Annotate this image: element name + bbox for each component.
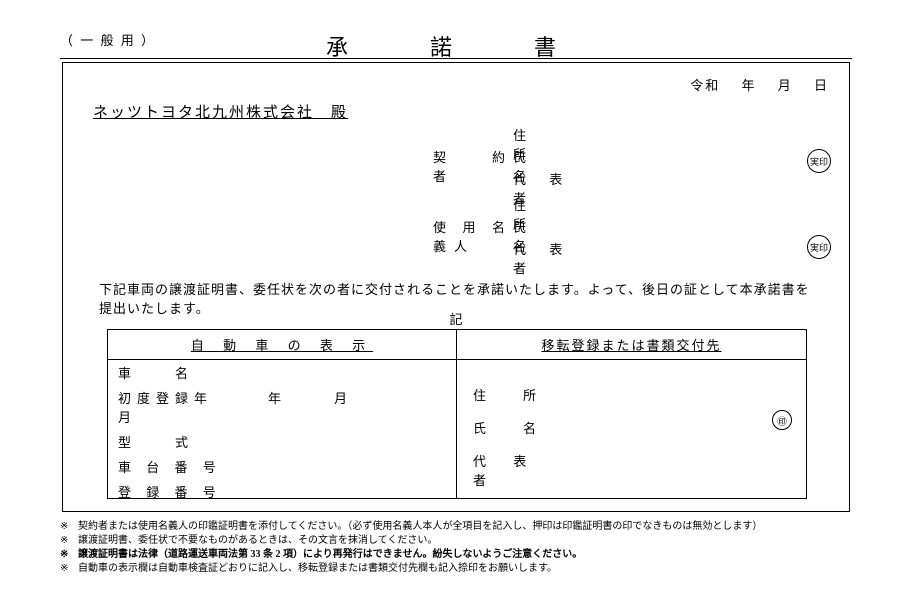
user-block: 住 所 使用名義人 氏 名 代 表 者 [433,203,583,269]
month-label: 月 [778,78,793,93]
row-model: 型 式 [118,432,228,451]
row-first-reg-ym: 年 月 [268,388,446,426]
row-chassis: 車 台 番 号 [118,457,228,476]
row-car-name: 車 名 [118,363,228,382]
recipient-name: ネッツトヨタ北九州株式会社 殿 [93,101,348,122]
table-left-column: 自 動 車 の 表 示 車 名 初度登録年月 年 月 型 式 車 台 番 号 登 … [108,330,457,498]
recipient-stamp-icon: ㊞ [772,410,792,430]
left-header-text: 自 動 車 の 表 示 [191,338,373,353]
main-form-box: 令和 年 月 日 ネッツトヨタ北九州株式会社 殿 住 所 契 約 者 氏 名 代… [62,62,850,512]
date-line: 令和 年 月 日 [674,75,829,94]
contractor-seal-icon: 実印 [807,149,831,173]
right-header-text: 移転登録または書類交付先 [541,338,721,353]
right-address-label: 住 所 [473,385,553,404]
day-label: 日 [814,78,829,93]
user-seal-icon: 実印 [807,235,831,259]
contractor-role: 契 約 者 [433,147,513,185]
document-type-label: （ 一 般 用 ） [60,30,156,49]
right-name-label: 氏 名 [473,418,553,437]
right-rep-label: 代 表 者 [473,451,553,489]
right-header: 移転登録または書類交付先 [457,330,806,360]
user-rep-label: 代 表 者 [513,239,583,277]
note-2: ※譲渡証明書、委任状で不要なものがあるときは、その文言を抹消してください。 [60,534,872,548]
note-1: ※契約者または使用名義人の印鑑証明書を添付してください。（必ず使用名義人本人が全… [60,520,872,534]
contractor-block: 住 所 契 約 者 氏 名 代 表 者 [433,133,583,199]
left-header: 自 動 車 の 表 示 [108,330,456,360]
table-right-column: 移転登録または書類交付先 住 所 氏 名 代 表 者 ㊞ [457,330,806,498]
note-4: ※自動車の表示欄は自動車検査証どおりに記入し、移転登録または書類交付先欄も記入捺… [60,562,872,576]
user-role: 使用名義人 [433,217,513,255]
note-3: ※譲渡証明書は法律（道路運送車両法第 33 条 2 項）により再発行はできません… [60,548,872,562]
ki-marker: 記 [449,309,462,328]
detail-table: 自 動 車 の 表 示 車 名 初度登録年月 年 月 型 式 車 台 番 号 登 … [107,329,807,499]
footnotes: ※契約者または使用名義人の印鑑証明書を添付してください。（必ず使用名義人本人が全… [60,520,872,576]
title-underline [60,58,852,59]
row-first-reg: 初度登録年月 [118,388,228,426]
row-reg-no: 登 録 番 号 [118,482,228,501]
year-label: 年 [741,78,756,93]
era-label: 令和 [690,78,720,93]
